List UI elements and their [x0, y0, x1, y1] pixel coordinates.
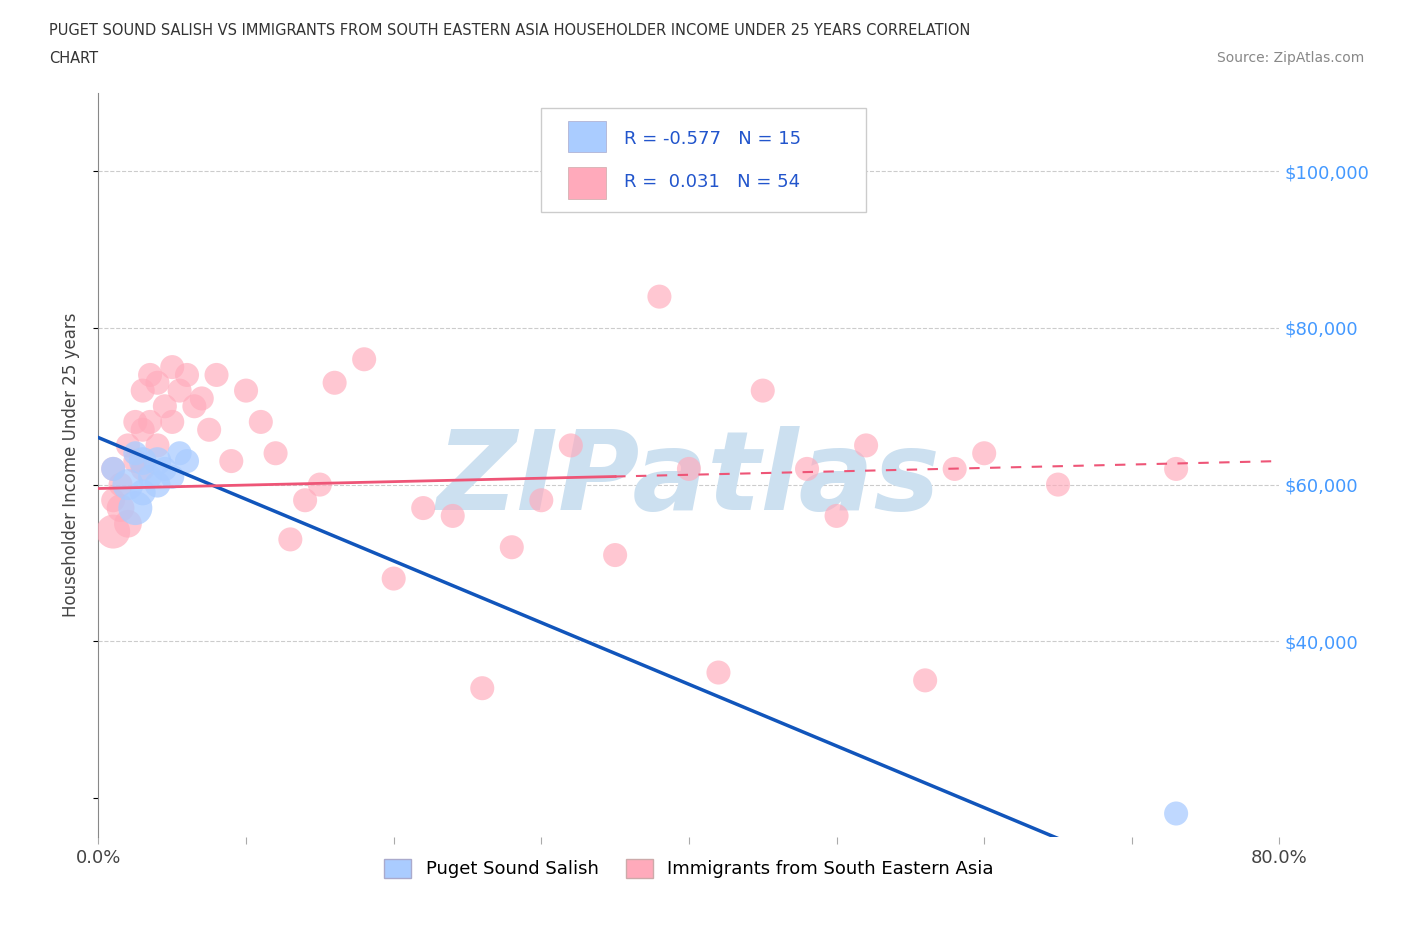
Point [198, 422, 221, 437]
Point [103, 461, 125, 476]
Point [162, 360, 183, 375]
Point [752, 383, 775, 398]
Point [146, 454, 169, 469]
Point [139, 367, 162, 382]
Point [973, 445, 995, 460]
Point [235, 383, 257, 398]
Point [530, 493, 553, 508]
Point [294, 493, 316, 508]
Point [132, 383, 155, 398]
Point [1046, 477, 1070, 492]
Point [162, 470, 183, 485]
Point [264, 445, 287, 460]
Point [309, 477, 332, 492]
Point [153, 399, 176, 414]
Text: CHART: CHART [49, 51, 98, 66]
Text: R =  0.031   N = 54: R = 0.031 N = 54 [624, 173, 800, 192]
Point [648, 289, 671, 304]
Point [117, 438, 139, 453]
Point [1166, 461, 1188, 476]
Point [183, 399, 205, 414]
Point [441, 509, 464, 524]
Point [943, 461, 966, 476]
Point [110, 500, 132, 515]
Point [176, 454, 198, 469]
Point [323, 376, 346, 391]
Point [678, 461, 700, 476]
Text: ZIPatlas: ZIPatlas [437, 426, 941, 534]
Point [146, 438, 169, 453]
Point [501, 539, 523, 554]
Point [103, 493, 125, 508]
Point [605, 548, 627, 563]
Point [146, 477, 169, 492]
Point [132, 422, 155, 437]
Text: PUGET SOUND SALISH VS IMMIGRANTS FROM SOUTH EASTERN ASIA HOUSEHOLDER INCOME UNDE: PUGET SOUND SALISH VS IMMIGRANTS FROM SO… [49, 23, 970, 38]
Point [132, 461, 155, 476]
Point [103, 461, 125, 476]
Point [855, 438, 877, 453]
Point [353, 352, 375, 366]
Point [169, 445, 191, 460]
Point [914, 673, 936, 688]
Point [117, 516, 139, 531]
Point [153, 461, 176, 476]
Y-axis label: Householder Income Under 25 years: Householder Income Under 25 years [62, 312, 80, 618]
Point [412, 500, 434, 515]
Point [191, 391, 214, 405]
Point [124, 500, 146, 515]
Point [796, 461, 818, 476]
FancyBboxPatch shape [568, 121, 606, 153]
Point [707, 665, 730, 680]
Point [146, 376, 169, 391]
Point [471, 681, 494, 696]
Point [162, 415, 183, 430]
Point [139, 415, 162, 430]
Point [103, 525, 125, 539]
Point [132, 454, 155, 469]
Point [124, 415, 146, 430]
Point [382, 571, 405, 586]
Point [117, 477, 139, 492]
Legend: Puget Sound Salish, Immigrants from South Eastern Asia: Puget Sound Salish, Immigrants from Sout… [378, 854, 1000, 883]
Point [825, 509, 848, 524]
FancyBboxPatch shape [541, 108, 866, 212]
Point [169, 383, 191, 398]
Point [132, 485, 155, 499]
Point [1166, 806, 1188, 821]
Point [176, 367, 198, 382]
Point [124, 445, 146, 460]
Point [221, 454, 243, 469]
Point [1121, 869, 1143, 883]
FancyBboxPatch shape [568, 167, 606, 199]
Point [124, 454, 146, 469]
Point [560, 438, 582, 453]
Point [250, 415, 273, 430]
Point [280, 532, 302, 547]
Point [139, 470, 162, 485]
Text: Source: ZipAtlas.com: Source: ZipAtlas.com [1216, 51, 1364, 65]
Point [205, 367, 228, 382]
Text: R = -0.577   N = 15: R = -0.577 N = 15 [624, 129, 801, 148]
Point [110, 477, 132, 492]
